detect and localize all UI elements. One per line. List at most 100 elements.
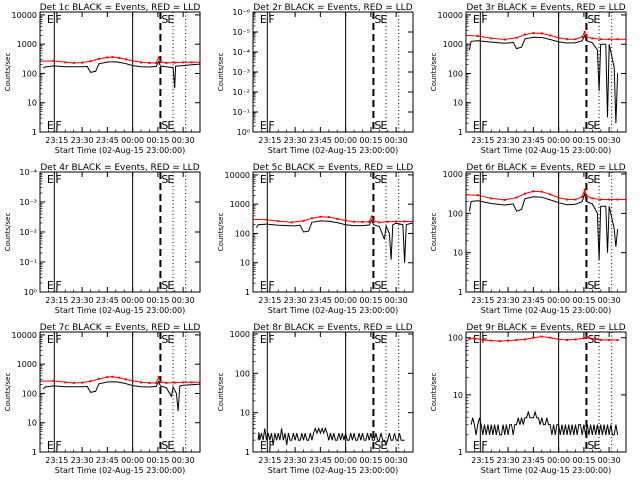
y-tick-label: 100 — [235, 229, 250, 238]
lld-series-point — [585, 35, 588, 38]
y-axis-label: Counts/sec — [217, 53, 225, 92]
marker-label-top: F — [481, 13, 487, 26]
y-axis-label: Counts/sec — [217, 373, 225, 412]
marker-label-top: E — [260, 333, 267, 346]
lld-series-point — [403, 220, 406, 223]
y-tick-label: 10 — [240, 409, 250, 418]
x-tick-label: 23:45 — [309, 136, 332, 145]
lld-series-point — [523, 192, 526, 195]
events-series-line — [255, 218, 413, 263]
y-tick-label: 10⁻² — [19, 228, 37, 237]
marker-label-top: F — [55, 13, 61, 26]
y-tick-label: 10000 — [12, 331, 37, 340]
lld-series-point — [140, 381, 143, 384]
marker-label-bottom: F — [55, 439, 61, 452]
y-tick-label: 10 — [453, 249, 463, 258]
x-tick-label: 00:30 — [598, 296, 621, 305]
panel-title: Det 1c BLACK = Events, RED = LLD — [40, 3, 201, 13]
y-tick-label: 1000 — [443, 40, 463, 49]
x-tick-label: 00:30 — [385, 456, 408, 465]
marker-label-top: S — [587, 173, 594, 186]
y-tick-label: 100 — [448, 69, 463, 78]
y-axis-label: Counts/sec — [4, 53, 12, 92]
marker-label-top: E — [167, 333, 174, 346]
x-tick-label: 23:15 — [471, 296, 494, 305]
lld-series-point — [199, 381, 200, 384]
lld-series-point — [591, 197, 594, 200]
marker-label-bottom: E — [593, 439, 600, 452]
y-axis-label: Counts/sec — [4, 373, 12, 412]
x-tick-label: 00:00 — [334, 136, 357, 145]
x-axis-label: Start Time (02-Aug-15 23:00:00) — [268, 306, 399, 315]
x-tick-label: 23:15 — [45, 456, 68, 465]
x-tick-label: 23:30 — [497, 136, 520, 145]
lld-series-point — [515, 36, 518, 39]
lld-series-point — [182, 61, 185, 64]
marker-label-top: E — [260, 13, 267, 26]
lld-series-point — [532, 32, 535, 35]
marker-label-top: S — [587, 13, 594, 26]
y-tick-label: 1000 — [230, 330, 250, 339]
lld-series-point — [327, 216, 330, 219]
lld-series-point — [89, 60, 92, 63]
x-tick-label: 00:00 — [121, 296, 144, 305]
panel-2: Det 2r BLACK = Events, RED = LLD 10⁰ 10⁻¹ 1… — [217, 3, 414, 155]
panel-5: Det 5c BLACK = Events, RED = LLD 1 10 100 10… — [217, 163, 414, 315]
lld-series-point — [157, 56, 160, 59]
lld-series-point — [81, 381, 84, 384]
plot-frame — [252, 11, 414, 133]
lld-series-point — [490, 339, 493, 342]
marker-label-bottom: E — [380, 279, 387, 292]
lld-series-point — [616, 339, 619, 341]
lld-series-point — [507, 339, 510, 342]
lld-series-point — [97, 377, 100, 380]
panel-title: Det 9r BLACK = Events, RED = LLD — [466, 323, 625, 333]
marker-label-top: F — [268, 173, 274, 186]
x-tick-label: 00:15 — [572, 296, 595, 305]
x-tick-label: 23:45 — [309, 296, 332, 305]
lld-series-point — [277, 220, 280, 223]
y-tick-label: 10 — [240, 259, 250, 268]
marker-label-bottom: S — [587, 119, 594, 132]
marker-label-top: E — [260, 173, 267, 186]
lld-series-point — [481, 339, 484, 341]
lld-series-point — [574, 198, 577, 201]
lld-series-point — [473, 337, 476, 340]
x-tick-label: 23:45 — [96, 296, 119, 305]
y-axis-label: Counts/sec — [430, 53, 438, 92]
panel-7: Det 7c BLACK = Events, RED = LLD 1 10 100 10… — [4, 323, 201, 475]
lld-series-point — [336, 217, 339, 220]
marker-label-bottom: E — [260, 279, 267, 292]
x-tick-label: 23:45 — [522, 136, 545, 145]
panel-9: Det 9r BLACK = Events, RED = LLD 1 10 100 23… — [430, 323, 627, 475]
lld-series-point — [583, 30, 586, 33]
lld-series-point — [111, 56, 114, 59]
marker-label-bottom: S — [374, 279, 381, 292]
y-axis-label: Counts/sec — [430, 213, 438, 252]
lld-series-point — [476, 194, 479, 197]
lld-series-point — [106, 56, 109, 59]
marker-label-bottom: F — [55, 119, 61, 132]
lld-series-point — [532, 336, 535, 339]
lld-series-point — [599, 198, 602, 201]
y-tick-label: 100 — [22, 69, 37, 78]
lld-series-point — [302, 219, 305, 222]
events-series-line — [470, 410, 619, 436]
lld-series-point — [585, 335, 588, 338]
lld-series-point — [40, 380, 41, 383]
lld-series-point — [591, 37, 594, 40]
lld-series-point — [159, 380, 162, 383]
marker-label-top: E — [380, 13, 387, 26]
x-tick-label: 00:00 — [547, 456, 570, 465]
lld-series-point — [490, 37, 493, 40]
x-tick-label: 00:00 — [547, 136, 570, 145]
lld-series-line — [466, 188, 626, 201]
lld-series-point — [468, 337, 471, 340]
lld-series-point — [148, 61, 151, 64]
lld-series-point — [608, 38, 611, 41]
lld-series-point — [64, 381, 67, 384]
x-tick-label: 00:15 — [146, 136, 169, 145]
y-tick-label: 10⁻¹ — [19, 258, 37, 267]
x-axis-label: Start Time (02-Aug-15 23:00:00) — [55, 466, 186, 475]
marker-label-bottom: E — [47, 279, 54, 292]
